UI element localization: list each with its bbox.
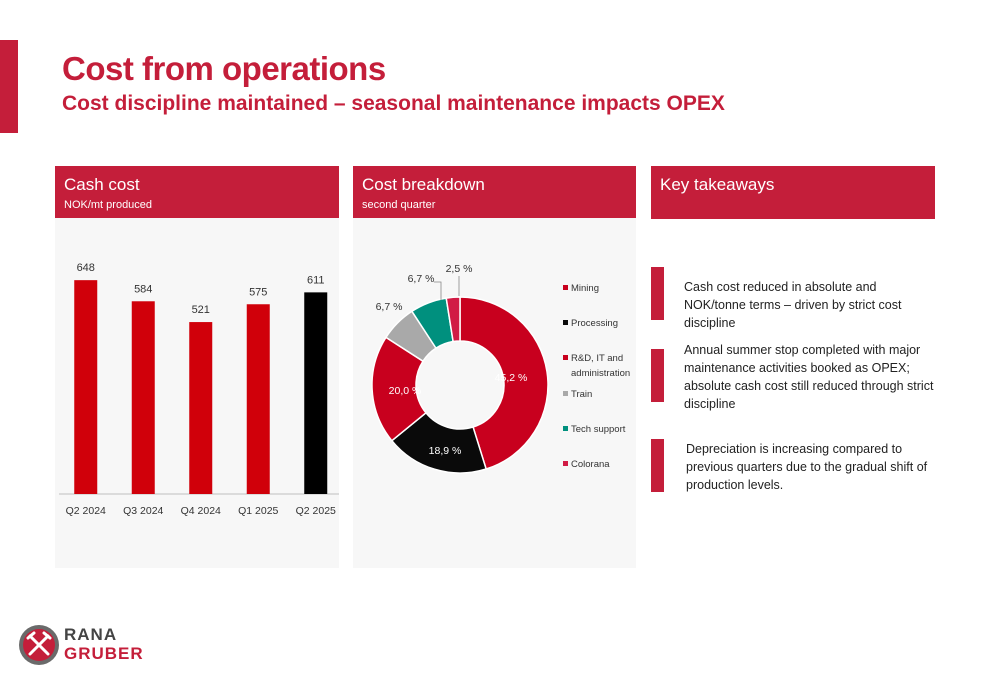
- legend-label: R&D, IT and: [571, 353, 623, 364]
- takeaway-marker: [651, 267, 664, 320]
- cost-breakdown-header: Cost breakdown second quarter: [353, 166, 636, 219]
- takeaway-text: Depreciation is increasing compared to p…: [686, 442, 928, 492]
- slice-value-label: 45,2 %: [495, 372, 528, 384]
- x-tick-label: Q4 2024: [181, 505, 221, 517]
- key-takeaways-title: Key takeaways: [660, 175, 775, 194]
- page-title: Cost from operations: [62, 50, 386, 87]
- cash-cost-title: Cash cost: [64, 175, 140, 194]
- legend-swatch: [563, 461, 568, 466]
- takeaway-text: Annual summer stop completed with major …: [684, 343, 934, 411]
- logo-wordmark: RANA GRUBER: [64, 625, 144, 663]
- bar-value-label: 575: [249, 286, 267, 298]
- bar-q3-2024: [131, 301, 155, 494]
- takeaway-marker: [651, 439, 664, 492]
- bar-q2-2024: [74, 280, 98, 494]
- takeaway-text: Cash cost reduced in absolute and NOK/to…: [684, 280, 902, 330]
- legend-swatch: [563, 285, 568, 290]
- x-tick-label: Q1 2025: [238, 505, 278, 517]
- bar-value-label: 611: [307, 274, 325, 286]
- legend-label: Tech support: [571, 424, 626, 435]
- legend-label: Processing: [571, 318, 618, 329]
- donut-slice: [445, 296, 461, 343]
- legend-swatch: [563, 355, 568, 360]
- bar-value-label: 584: [134, 283, 152, 295]
- cost-breakdown-donut-chart: 45,2 % 18,9 % 20,0 % 6,7 % 6,7 % 2,5 % Mining P…: [371, 263, 630, 474]
- slice-value-label: 6,7 %: [408, 273, 435, 285]
- bar-q4-2024: [189, 322, 213, 494]
- accent-bar: [0, 40, 18, 133]
- bar-value-label: 648: [77, 262, 95, 274]
- rana-gruber-logo-icon: [19, 625, 59, 665]
- legend-swatch: [563, 426, 568, 431]
- leader-line: [434, 281, 442, 300]
- page-subtitle: Cost discipline maintained – seasonal ma…: [62, 92, 725, 115]
- legend-label: Train: [571, 389, 592, 400]
- cost-breakdown-panel: 45,2 % 18,9 % 20,0 % 6,7 % 6,7 % 2,5 % Mining P…: [353, 218, 636, 568]
- legend-label: Mining: [571, 283, 599, 294]
- bar-value-label: 521: [192, 304, 210, 316]
- bar-q2-2025: [304, 292, 328, 494]
- takeaway-marker: [651, 349, 664, 402]
- bar-q1-2025: [246, 304, 270, 494]
- slice-value-label: 2,5 %: [446, 263, 473, 275]
- x-tick-label: Q3 2024: [123, 505, 163, 517]
- slice-value-label: 18,9 %: [429, 445, 462, 457]
- donut-slice: [459, 296, 549, 470]
- slice-value-label: 20,0 %: [389, 385, 422, 397]
- cash-cost-header: Cash cost NOK/mt produced: [55, 166, 339, 219]
- key-takeaways-header: Key takeaways: [651, 166, 935, 219]
- cost-breakdown-subtitle: second quarter: [362, 199, 436, 211]
- legend-label: Colorana: [571, 459, 610, 470]
- slice-value-label: 6,7 %: [376, 301, 403, 313]
- logo-line2: GRUBER: [64, 644, 144, 663]
- logo-line1: RANA: [64, 625, 118, 644]
- cost-breakdown-title: Cost breakdown: [362, 175, 485, 194]
- legend-swatch: [563, 391, 568, 396]
- legend-label-cont: administration: [571, 368, 630, 379]
- cash-cost-panel: 648 Q2 2024 584 Q3 2024 521 Q4 2024 575 Q1 2025…: [55, 218, 343, 568]
- x-tick-label: Q2 2024: [66, 505, 106, 517]
- legend-swatch: [563, 320, 568, 325]
- x-tick-label: Q2 2025: [296, 505, 336, 517]
- cash-cost-subtitle: NOK/mt produced: [64, 199, 153, 211]
- cash-cost-bar-chart: 648 Q2 2024 584 Q3 2024 521 Q4 2024 575 Q1 2025…: [59, 262, 343, 517]
